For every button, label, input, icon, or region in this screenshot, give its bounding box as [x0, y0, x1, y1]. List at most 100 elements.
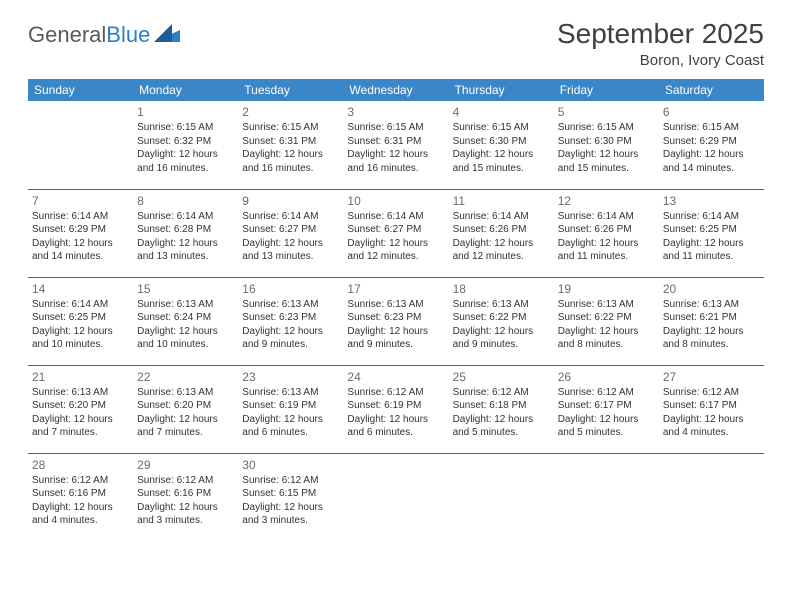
daylight-text: Daylight: 12 hours and 7 minutes.: [137, 413, 234, 440]
sunset-text: Sunset: 6:23 PM: [242, 311, 339, 325]
day-number: 17: [347, 281, 444, 297]
day-number: 4: [453, 104, 550, 120]
day-number: 7: [32, 193, 129, 209]
sunset-text: Sunset: 6:16 PM: [137, 487, 234, 501]
sunrise-text: Sunrise: 6:14 AM: [32, 298, 129, 312]
calendar-cell: [449, 453, 554, 541]
calendar-row: 21Sunrise: 6:13 AMSunset: 6:20 PMDayligh…: [28, 365, 764, 453]
daylight-text: Daylight: 12 hours and 13 minutes.: [137, 237, 234, 264]
sunrise-text: Sunrise: 6:14 AM: [242, 210, 339, 224]
daylight-text: Daylight: 12 hours and 5 minutes.: [558, 413, 655, 440]
day-number: 14: [32, 281, 129, 297]
sunset-text: Sunset: 6:22 PM: [558, 311, 655, 325]
daylight-text: Daylight: 12 hours and 7 minutes.: [32, 413, 129, 440]
sunset-text: Sunset: 6:17 PM: [663, 399, 760, 413]
day-number: 11: [453, 193, 550, 209]
sunrise-text: Sunrise: 6:12 AM: [32, 474, 129, 488]
sunrise-text: Sunrise: 6:13 AM: [32, 386, 129, 400]
sunrise-text: Sunrise: 6:14 AM: [453, 210, 550, 224]
day-number: 25: [453, 369, 550, 385]
header: GeneralBlue September 2025 Boron, Ivory …: [28, 18, 764, 69]
sunrise-text: Sunrise: 6:12 AM: [453, 386, 550, 400]
weekday-header: Saturday: [659, 79, 764, 101]
daylight-text: Daylight: 12 hours and 10 minutes.: [137, 325, 234, 352]
daylight-text: Daylight: 12 hours and 13 minutes.: [242, 237, 339, 264]
logo-text-1: General: [28, 22, 106, 48]
day-number: 10: [347, 193, 444, 209]
sunrise-text: Sunrise: 6:13 AM: [242, 386, 339, 400]
calendar-row: 7Sunrise: 6:14 AMSunset: 6:29 PMDaylight…: [28, 189, 764, 277]
sunset-text: Sunset: 6:25 PM: [32, 311, 129, 325]
calendar-cell: 17Sunrise: 6:13 AMSunset: 6:23 PMDayligh…: [343, 277, 448, 365]
title-block: September 2025 Boron, Ivory Coast: [557, 18, 764, 69]
calendar-cell: 13Sunrise: 6:14 AMSunset: 6:25 PMDayligh…: [659, 189, 764, 277]
calendar-cell: 15Sunrise: 6:13 AMSunset: 6:24 PMDayligh…: [133, 277, 238, 365]
sunset-text: Sunset: 6:26 PM: [558, 223, 655, 237]
calendar-cell: 2Sunrise: 6:15 AMSunset: 6:31 PMDaylight…: [238, 101, 343, 189]
day-number: 13: [663, 193, 760, 209]
day-number: 1: [137, 104, 234, 120]
sunset-text: Sunset: 6:27 PM: [242, 223, 339, 237]
sunset-text: Sunset: 6:29 PM: [663, 135, 760, 149]
daylight-text: Daylight: 12 hours and 14 minutes.: [663, 148, 760, 175]
sunset-text: Sunset: 6:28 PM: [137, 223, 234, 237]
calendar-cell: 8Sunrise: 6:14 AMSunset: 6:28 PMDaylight…: [133, 189, 238, 277]
day-number: 15: [137, 281, 234, 297]
daylight-text: Daylight: 12 hours and 5 minutes.: [453, 413, 550, 440]
calendar-cell: 1Sunrise: 6:15 AMSunset: 6:32 PMDaylight…: [133, 101, 238, 189]
calendar-cell: 6Sunrise: 6:15 AMSunset: 6:29 PMDaylight…: [659, 101, 764, 189]
sunset-text: Sunset: 6:23 PM: [347, 311, 444, 325]
weekday-header-row: Sunday Monday Tuesday Wednesday Thursday…: [28, 79, 764, 101]
weekday-header: Tuesday: [238, 79, 343, 101]
daylight-text: Daylight: 12 hours and 16 minutes.: [242, 148, 339, 175]
weekday-header: Monday: [133, 79, 238, 101]
sunrise-text: Sunrise: 6:15 AM: [137, 121, 234, 135]
daylight-text: Daylight: 12 hours and 8 minutes.: [663, 325, 760, 352]
sunset-text: Sunset: 6:20 PM: [32, 399, 129, 413]
daylight-text: Daylight: 12 hours and 6 minutes.: [242, 413, 339, 440]
sunrise-text: Sunrise: 6:12 AM: [663, 386, 760, 400]
sunset-text: Sunset: 6:22 PM: [453, 311, 550, 325]
day-number: 20: [663, 281, 760, 297]
calendar-cell: 30Sunrise: 6:12 AMSunset: 6:15 PMDayligh…: [238, 453, 343, 541]
calendar-cell: 21Sunrise: 6:13 AMSunset: 6:20 PMDayligh…: [28, 365, 133, 453]
logo-text-2: Blue: [106, 22, 150, 48]
calendar-cell: 25Sunrise: 6:12 AMSunset: 6:18 PMDayligh…: [449, 365, 554, 453]
day-number: 8: [137, 193, 234, 209]
sunset-text: Sunset: 6:16 PM: [32, 487, 129, 501]
calendar-cell: 7Sunrise: 6:14 AMSunset: 6:29 PMDaylight…: [28, 189, 133, 277]
calendar-row: 1Sunrise: 6:15 AMSunset: 6:32 PMDaylight…: [28, 101, 764, 189]
sunrise-text: Sunrise: 6:12 AM: [137, 474, 234, 488]
daylight-text: Daylight: 12 hours and 6 minutes.: [347, 413, 444, 440]
daylight-text: Daylight: 12 hours and 12 minutes.: [453, 237, 550, 264]
sunset-text: Sunset: 6:32 PM: [137, 135, 234, 149]
day-number: 21: [32, 369, 129, 385]
daylight-text: Daylight: 12 hours and 8 minutes.: [558, 325, 655, 352]
day-number: 5: [558, 104, 655, 120]
calendar-cell: 26Sunrise: 6:12 AMSunset: 6:17 PMDayligh…: [554, 365, 659, 453]
daylight-text: Daylight: 12 hours and 9 minutes.: [453, 325, 550, 352]
daylight-text: Daylight: 12 hours and 16 minutes.: [137, 148, 234, 175]
day-number: 9: [242, 193, 339, 209]
sunrise-text: Sunrise: 6:13 AM: [137, 386, 234, 400]
sunrise-text: Sunrise: 6:15 AM: [453, 121, 550, 135]
sunrise-text: Sunrise: 6:15 AM: [558, 121, 655, 135]
sunset-text: Sunset: 6:20 PM: [137, 399, 234, 413]
sunrise-text: Sunrise: 6:13 AM: [137, 298, 234, 312]
calendar-cell: [554, 453, 659, 541]
day-number: 16: [242, 281, 339, 297]
sunrise-text: Sunrise: 6:14 AM: [32, 210, 129, 224]
day-number: 2: [242, 104, 339, 120]
sunrise-text: Sunrise: 6:15 AM: [347, 121, 444, 135]
calendar-cell: 27Sunrise: 6:12 AMSunset: 6:17 PMDayligh…: [659, 365, 764, 453]
calendar-cell: 22Sunrise: 6:13 AMSunset: 6:20 PMDayligh…: [133, 365, 238, 453]
calendar-cell: 5Sunrise: 6:15 AMSunset: 6:30 PMDaylight…: [554, 101, 659, 189]
sunset-text: Sunset: 6:26 PM: [453, 223, 550, 237]
sunset-text: Sunset: 6:19 PM: [242, 399, 339, 413]
sunrise-text: Sunrise: 6:14 AM: [663, 210, 760, 224]
day-number: 27: [663, 369, 760, 385]
calendar-cell: 24Sunrise: 6:12 AMSunset: 6:19 PMDayligh…: [343, 365, 448, 453]
day-number: 29: [137, 457, 234, 473]
sunset-text: Sunset: 6:15 PM: [242, 487, 339, 501]
daylight-text: Daylight: 12 hours and 15 minutes.: [453, 148, 550, 175]
